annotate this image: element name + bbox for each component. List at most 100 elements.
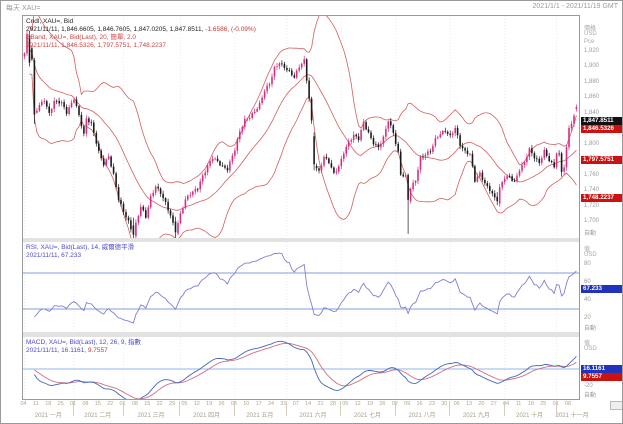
chart-frame: Cndl, XAU=, Bid 2021/11/11, 1,846.6605, … bbox=[22, 15, 580, 400]
rsi-panel[interactable] bbox=[23, 242, 579, 332]
price-axis-tick: 1,860 bbox=[584, 94, 600, 100]
time-axis-month-label: 2021 十月 bbox=[516, 413, 544, 419]
month-boundary-tick bbox=[122, 401, 124, 416]
price-axis-tick: 1,760 bbox=[584, 171, 600, 178]
price-axis-unit-label: USD bbox=[584, 31, 597, 37]
time-axis-month-label: 2021 十一月 bbox=[555, 413, 589, 419]
macd-value-badge: 16.1161 bbox=[581, 365, 622, 374]
time-axis-month-label: 2021 七月 bbox=[354, 413, 382, 419]
rsi-axis-tick: 20 bbox=[584, 314, 591, 321]
price-axis-tick: 1,920 bbox=[584, 47, 600, 54]
candles-layer bbox=[23, 30, 578, 238]
month-boundary-tick bbox=[285, 401, 287, 416]
month-boundary-tick bbox=[449, 401, 451, 416]
time-axis-day-label: 28 bbox=[329, 401, 336, 407]
time-axis-day-label: 26 bbox=[379, 401, 386, 407]
price-axis-tick: 1,800 bbox=[584, 140, 600, 147]
time-axis-day-label: 11 bbox=[33, 401, 39, 407]
time-axis-day-label: 10 bbox=[243, 401, 250, 407]
time-axis-day-label: 15 bbox=[94, 401, 101, 407]
time-axis-day-label: 25 bbox=[540, 401, 547, 407]
month-boundary-tick bbox=[340, 401, 342, 416]
time-axis-day-label: 12 bbox=[354, 401, 361, 407]
price-axis-tick: 1,720 bbox=[584, 202, 600, 209]
price-axis-unit-label: 價格 bbox=[584, 26, 597, 32]
time-axis-day-label: 04 bbox=[20, 401, 27, 407]
month-boundary-tick bbox=[73, 401, 74, 416]
time-axis-day-label: 19 bbox=[206, 401, 213, 407]
time-axis-day-label: 30 bbox=[441, 401, 448, 407]
macd-axis-unit-label: 值 bbox=[584, 341, 591, 347]
month-boundary-tick bbox=[394, 401, 396, 416]
bband-middle-badge: 1,797.5751 bbox=[581, 155, 622, 164]
time-axis-day-label: 13 bbox=[465, 401, 473, 407]
month-boundary-tick bbox=[179, 401, 181, 416]
time-axis-day-label: 15 bbox=[144, 401, 151, 407]
rsi-axis-auto-label: 自動 bbox=[584, 326, 597, 332]
bband-upper-badge: 1,846.5326 bbox=[581, 124, 622, 133]
time-axis-month-label: 2021 六月 bbox=[299, 413, 327, 419]
time-axis-day-label: 23 bbox=[428, 401, 435, 407]
time-axis-day-label: 11 bbox=[515, 401, 522, 407]
time-axis-day-label: 29 bbox=[168, 401, 176, 407]
price-axis-tick: 1,880 bbox=[584, 78, 600, 85]
price-panel[interactable] bbox=[23, 16, 579, 238]
time-axis-month-label: 2021 一月 bbox=[34, 413, 62, 419]
time-axis-day-label: 09 bbox=[404, 401, 411, 407]
panel-separator[interactable] bbox=[23, 332, 579, 337]
time-axis-day-label: 08 bbox=[131, 401, 138, 407]
month-boundary-tick bbox=[503, 401, 505, 416]
time-axis-day-label: 05 bbox=[342, 401, 349, 407]
time-axis-day-label: 17 bbox=[255, 401, 262, 407]
macd-axis-auto-label: 自動 bbox=[584, 393, 597, 399]
rsi-axis-unit-label: USD bbox=[584, 252, 597, 258]
time-axis-day-label: 14 bbox=[305, 401, 312, 407]
macd-axis-tick: -20 bbox=[584, 382, 593, 389]
time-axis-month-label: 2021 九月 bbox=[462, 413, 490, 419]
time-axis-month-label: 2021 五月 bbox=[246, 413, 274, 419]
time-axis-day-label: 12 bbox=[193, 401, 200, 407]
time-axis-month-label: 2021 三月 bbox=[137, 413, 165, 419]
rsi-axis-unit-label: 值 bbox=[584, 247, 591, 253]
rsi-value-badge: 67.233 bbox=[581, 285, 622, 294]
date-range-label: 2021/1/1 - 2021/11/19 GMT bbox=[532, 3, 618, 10]
time-axis-day-label: 25 bbox=[57, 401, 64, 407]
time-axis-month-label: 2021 四月 bbox=[193, 413, 221, 419]
bband-lower-badge: 1,748.2237 bbox=[581, 194, 622, 203]
interval-instrument-dropdown[interactable]: 每天 XAU= bbox=[6, 5, 41, 12]
month-boundary-tick bbox=[233, 401, 235, 416]
macd-line bbox=[34, 340, 577, 399]
time-axis-month-label: 2021 二月 bbox=[84, 413, 112, 419]
macd-signal-line bbox=[34, 342, 577, 399]
time-axis-day-label: 07 bbox=[292, 401, 299, 407]
price-axis-tick: 1,840 bbox=[584, 109, 600, 116]
bband-middle-line bbox=[29, 49, 577, 211]
axis-corner-box[interactable] bbox=[610, 401, 622, 410]
value-axis-column[interactable]: 價格 USD Pce 值 USD 值 USD 1,920 1,900 1,880 1,860 1,84… bbox=[581, 15, 622, 407]
price-axis-auto-label: 自動 bbox=[584, 231, 597, 237]
price-axis-tick: 1,700 bbox=[584, 218, 600, 224]
chart-toolbar: 每天 XAU= 2021/1/1 - 2021/11/19 GMT bbox=[1, 1, 622, 14]
price-axis-tick: 1,740 bbox=[584, 187, 600, 193]
panel-separator[interactable] bbox=[23, 238, 579, 242]
bband-upper-line bbox=[29, 16, 577, 184]
macd-axis-unit-label: USD bbox=[584, 346, 597, 352]
time-axis[interactable]: 0411182501081522010815222905121926031017… bbox=[1, 400, 622, 423]
time-axis-day-label: 08 bbox=[564, 401, 572, 407]
time-axis-day-label: 16 bbox=[416, 401, 423, 407]
time-axis-day-label: 26 bbox=[218, 401, 225, 407]
time-axis-day-label: 31 bbox=[280, 401, 287, 407]
time-axis-day-label: 04 bbox=[503, 401, 510, 407]
rsi-axis-tick: 80 bbox=[584, 260, 591, 267]
time-axis-day-label: 08 bbox=[82, 401, 89, 407]
time-axis-day-label: 27 bbox=[490, 401, 497, 407]
macd-panel[interactable] bbox=[23, 337, 579, 399]
time-axis-day-label: 22 bbox=[107, 401, 114, 407]
time-axis-day-label: 06 bbox=[453, 401, 460, 407]
month-boundary-tick bbox=[555, 401, 557, 416]
rsi-axis-tick: 40 bbox=[584, 296, 591, 303]
last-price-badge: 1,847.8511 bbox=[581, 116, 622, 125]
time-axis-day-label: 19 bbox=[366, 401, 374, 407]
macd-signal-value-badge: 9.7557 bbox=[581, 373, 622, 382]
